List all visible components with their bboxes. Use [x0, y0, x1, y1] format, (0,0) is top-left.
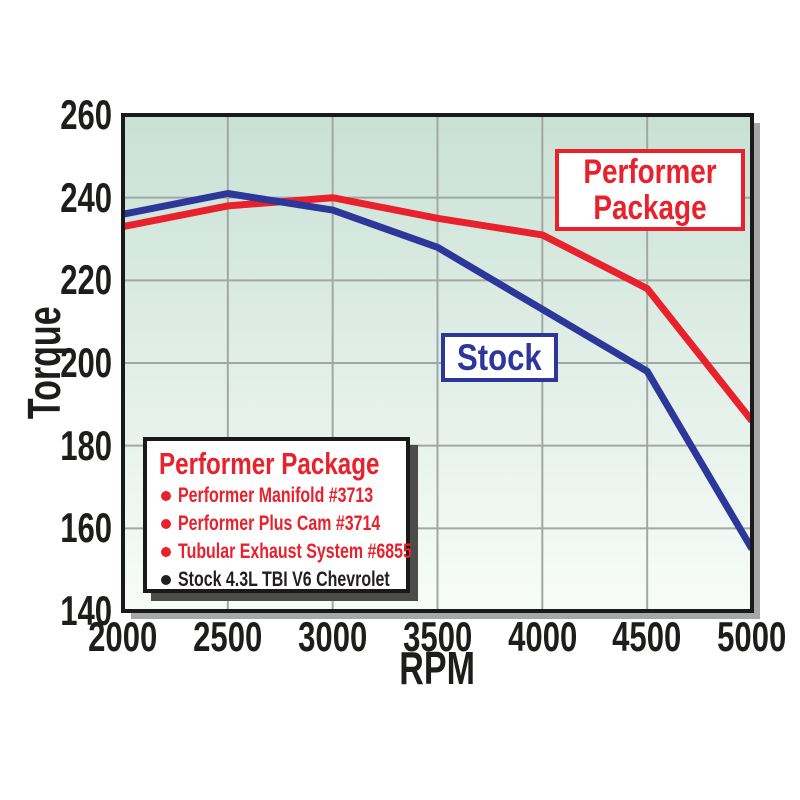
y-tick-label: 220 — [60, 256, 112, 304]
y-tick-label: 180 — [60, 421, 112, 469]
legend-title-text: Performer Package — [159, 446, 380, 481]
performer-package-callout: Performer Package — [555, 149, 745, 231]
legend-item: Performer Plus Cam #3714 — [159, 510, 406, 538]
series-line-stock — [123, 190, 752, 551]
y-tick-label: 260 — [60, 91, 112, 138]
y-tick-label: 140 — [60, 587, 112, 634]
legend-item-label: Stock 4.3L TBI V6 Chevrolet — [178, 568, 390, 591]
bullet-icon — [161, 575, 171, 585]
legend-item-label: Performer Plus Cam #3714 — [178, 512, 381, 535]
series-line-performer-package — [123, 194, 752, 424]
y-tick-label: 160 — [60, 504, 112, 552]
legend-box: Performer Package Performer Manifold #37… — [143, 437, 412, 594]
x-tick-label: 2500 — [193, 613, 263, 660]
stock-callout-text: Stock — [457, 336, 542, 378]
legend-item: Performer Manifold #3713 — [159, 482, 406, 510]
x-tick-label: 4500 — [612, 613, 682, 660]
legend-item: Tubular Exhaust System #6855 — [159, 538, 412, 566]
plot-frame — [121, 113, 754, 613]
legend-title: Performer Package — [159, 446, 406, 482]
x-tick-label: 3000 — [298, 613, 368, 660]
x-axis-title-text: RPM — [399, 642, 475, 694]
performer-package-callout-text: Performer Package — [583, 153, 717, 227]
y-tick-label: 200 — [60, 339, 112, 386]
bullet-icon — [161, 519, 171, 529]
legend-item: Stock 4.3L TBI V6 Chevrolet — [159, 566, 406, 594]
bullet-icon — [161, 547, 171, 557]
bullet-icon — [161, 491, 171, 501]
x-tick-label: 5000 — [717, 613, 787, 660]
x-tick-label: 3500 — [402, 613, 473, 660]
y-tick-label: 240 — [60, 173, 112, 221]
x-axis-title: RPM — [377, 645, 497, 691]
legend-items: Performer Manifold #3713 Performer Plus C… — [159, 482, 412, 594]
legend-item-label: Tubular Exhaust System #6855 — [178, 540, 412, 563]
stock-callout: Stock — [441, 333, 558, 382]
x-tick-label: 4000 — [507, 613, 577, 660]
legend-item-label: Performer Manifold #3713 — [178, 484, 374, 507]
x-tick-label: 2000 — [88, 613, 158, 660]
